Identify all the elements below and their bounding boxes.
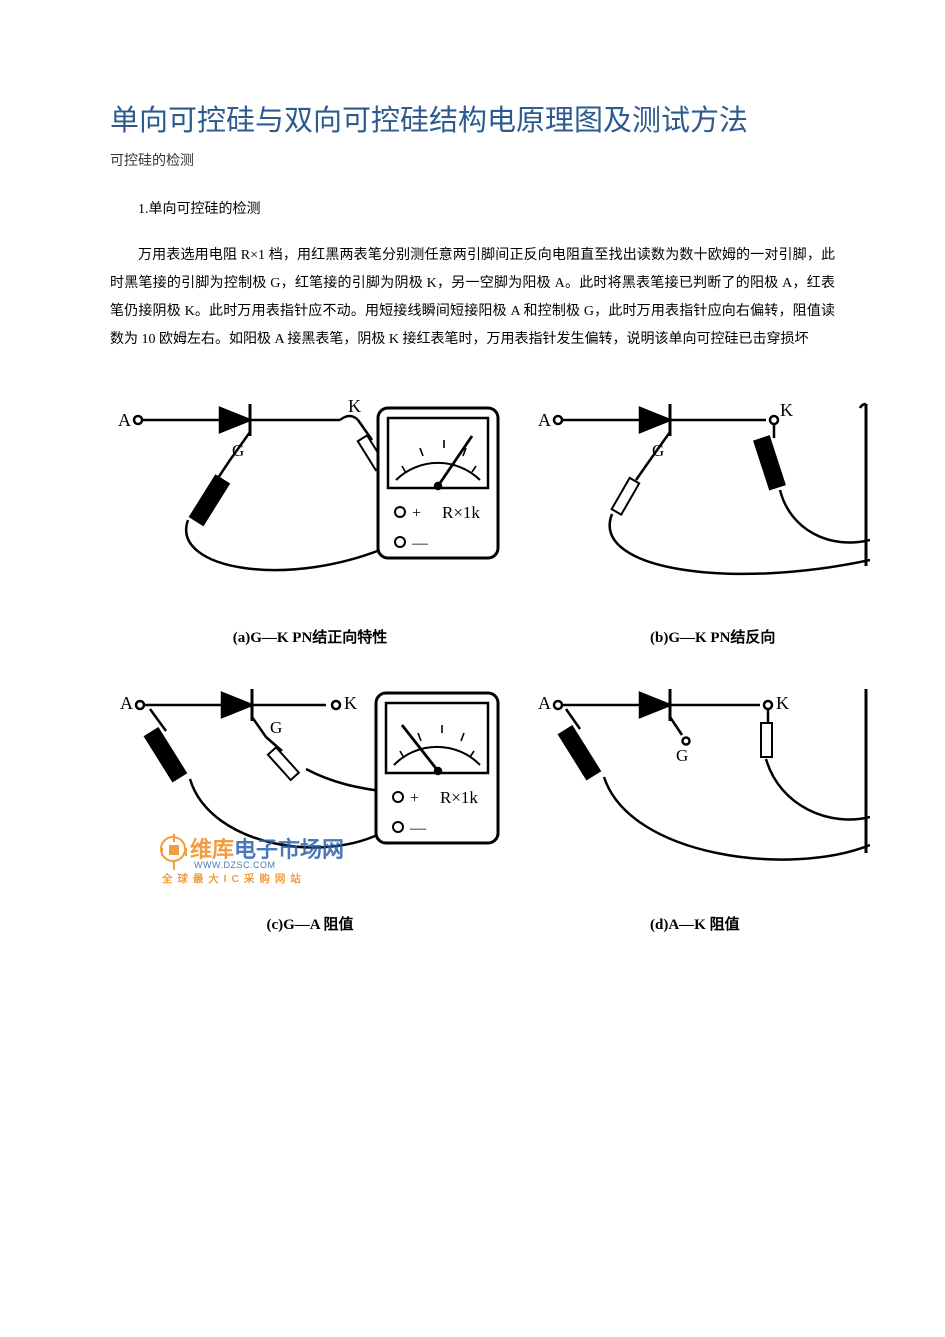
label-a-d: A bbox=[538, 693, 551, 713]
label-k: K bbox=[348, 396, 361, 416]
diagram-c: A K G + R×1k — 维库电子市场网 WWW.DZSC.COM 全 球 … bbox=[110, 677, 510, 934]
label-meter-c: R×1k bbox=[440, 788, 478, 807]
wm-brand-1: 维库 bbox=[190, 837, 234, 862]
caption-b: (b)G—K PN结反向 bbox=[620, 626, 870, 647]
caption-a: (a)G—K PN结正向特性 bbox=[110, 626, 510, 647]
page-title: 单向可控硅与双向可控硅结构电原理图及测试方法 bbox=[110, 100, 835, 144]
page-subtitle: 可控硅的检测 bbox=[110, 150, 835, 170]
chip-icon bbox=[160, 836, 186, 862]
label-k-b: K bbox=[780, 400, 793, 420]
label-minus-c: — bbox=[409, 820, 427, 837]
caption-d: (d)A—K 阻值 bbox=[620, 913, 870, 934]
label-g-b: G bbox=[652, 441, 664, 460]
label-a-b: A bbox=[538, 410, 551, 430]
label-minus: — bbox=[411, 535, 429, 552]
circuit-svg-a: A K G + R×1k — bbox=[110, 390, 510, 620]
caption-c: (c)G—A 阻值 bbox=[110, 913, 510, 934]
wm-brand-2: 电子市场网 bbox=[234, 837, 344, 862]
label-meter: R×1k bbox=[442, 503, 480, 522]
label-plus: + bbox=[412, 505, 421, 522]
label-k-d: K bbox=[776, 693, 789, 713]
label-g-d: G bbox=[676, 746, 688, 765]
diagram-b: A K G (b)G—K PN结反向 bbox=[510, 390, 870, 647]
wm-tagline: 全 球 最 大 I C 采 购 网 站 bbox=[162, 871, 344, 886]
watermark: 维库电子市场网 WWW.DZSC.COM 全 球 最 大 I C 采 购 网 站 bbox=[160, 832, 344, 886]
label-plus-c: + bbox=[410, 790, 419, 807]
body-paragraph: 万用表选用电阻 R×1 档，用红黑两表笔分别测任意两引脚间正反向电阻直至找出读数… bbox=[110, 242, 835, 354]
label-a-c: A bbox=[120, 693, 133, 713]
circuit-svg-b: A K G bbox=[530, 390, 870, 620]
diagram-grid: A K G + R×1k — (a)G—K PN结正向特性 bbox=[110, 390, 835, 934]
section-heading: 1.单向可控硅的检测 bbox=[110, 198, 835, 218]
label-g: G bbox=[232, 441, 244, 460]
diagram-a: A K G + R×1k — (a)G—K PN结正向特性 bbox=[110, 390, 510, 647]
label-k-c: K bbox=[344, 693, 357, 713]
label-g-c: G bbox=[270, 718, 282, 737]
diagram-d: A K G (d)A—K 阻值 bbox=[510, 677, 870, 934]
label-a: A bbox=[118, 410, 131, 430]
circuit-svg-d: A K G bbox=[530, 677, 870, 907]
